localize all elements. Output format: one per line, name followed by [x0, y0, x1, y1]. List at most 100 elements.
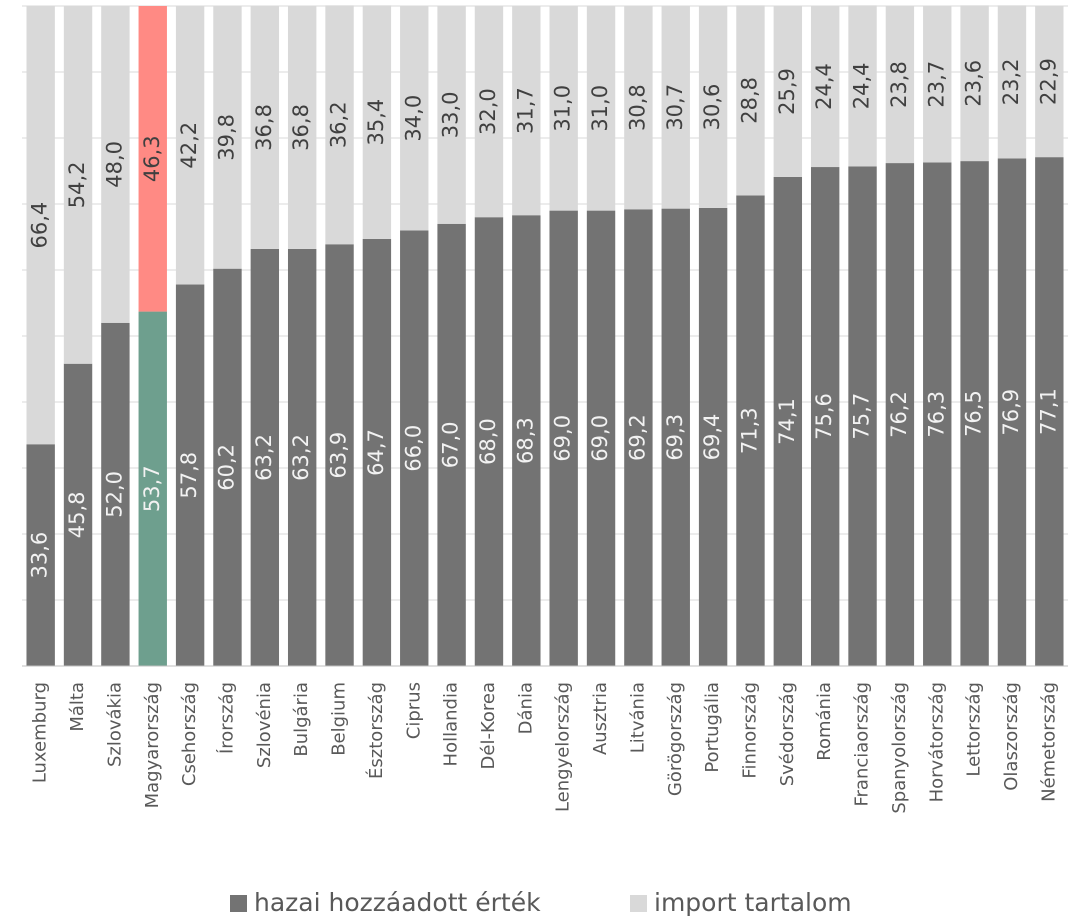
value-label: 36,2 [327, 101, 351, 148]
bar-segment [437, 6, 466, 224]
value-label: 69,0 [588, 415, 612, 462]
bar-segment [997, 5, 1027, 159]
bar-segment [287, 248, 317, 666]
value-label: 68,3 [513, 417, 537, 464]
value-label: 76,2 [887, 391, 911, 438]
bar-segment [736, 195, 765, 667]
x-tick-label: Finnország [739, 682, 760, 779]
bar-segment [923, 6, 952, 163]
value-label: 75,7 [850, 393, 874, 440]
value-label: 31,0 [588, 85, 612, 132]
bar-segment [661, 6, 690, 209]
legend-label: hazai hozzáadott érték [254, 888, 541, 917]
value-label: 75,6 [812, 393, 836, 440]
value-label: 42,2 [177, 122, 201, 169]
value-label: 30,6 [700, 84, 724, 131]
value-label: 30,7 [663, 84, 687, 131]
value-label: 54,2 [65, 161, 89, 208]
x-tick-label: Dél-Korea [478, 682, 499, 769]
bar-segment [474, 6, 504, 218]
x-tick-label: Spanyolország [889, 682, 910, 814]
x-tick-label: Szlovénia [254, 682, 275, 768]
bar-segment [736, 5, 765, 196]
bar-segment [213, 6, 242, 269]
bar-segment [923, 162, 952, 667]
bar-segment [1035, 157, 1064, 666]
value-label: 63,9 [327, 432, 351, 479]
value-label: 66,4 [28, 202, 52, 249]
bar-segment [773, 176, 803, 666]
bar-segment [400, 230, 429, 666]
bar-segment [250, 248, 280, 666]
bar-segment [474, 217, 504, 666]
value-label: 66,0 [401, 425, 425, 472]
bar-segment [63, 363, 93, 666]
bar-segment [175, 284, 205, 666]
value-label: 74,1 [775, 398, 799, 445]
bar-segment [885, 6, 915, 164]
bar-segment [549, 6, 578, 211]
value-label: 71,3 [737, 407, 761, 454]
x-tick-label: Portugália [702, 682, 723, 773]
bar-segment [26, 444, 55, 666]
bar-segment [26, 6, 55, 445]
value-label: 76,5 [962, 390, 986, 437]
bar-segment [325, 244, 354, 666]
bar-segment [400, 6, 429, 231]
bar-segment [362, 5, 392, 239]
value-label: 46,3 [140, 135, 164, 182]
x-tick-label: Dánia [515, 682, 536, 734]
bar-segment [848, 5, 877, 167]
legend-label: import tartalom [654, 888, 852, 917]
value-label: 25,9 [775, 68, 799, 115]
x-tick-label: Ausztria [590, 682, 611, 755]
value-label: 36,8 [252, 104, 276, 151]
value-label: 76,9 [999, 389, 1023, 436]
value-label: 33,6 [28, 532, 52, 579]
value-label: 23,2 [999, 59, 1023, 106]
bar-segment [250, 6, 280, 249]
x-tick-label: Magyarország [142, 682, 163, 808]
value-label: 24,4 [812, 63, 836, 110]
bar-segment [810, 167, 840, 667]
x-tick-label: Horvátország [926, 682, 947, 802]
value-label: 67,0 [439, 422, 463, 469]
value-label: 39,8 [214, 114, 238, 161]
value-label: 69,3 [663, 414, 687, 461]
bar-segment [512, 6, 541, 216]
value-label: 69,4 [700, 414, 724, 461]
x-tick-label: Litvánia [627, 682, 648, 753]
value-label: 76,3 [924, 391, 948, 438]
value-label: 23,8 [887, 61, 911, 108]
x-tick-label: Lettország [964, 682, 985, 777]
x-tick-label: Lengyelország [553, 682, 574, 812]
bar-segment [848, 166, 877, 666]
x-tick-label: Ciprus [403, 682, 424, 739]
x-tick-label: Málta [67, 682, 88, 732]
legend-swatch [630, 895, 647, 912]
bar-segment [101, 322, 130, 666]
bar-segment [512, 215, 541, 666]
value-label: 35,4 [364, 99, 388, 146]
x-tick-label: Románia [814, 682, 835, 761]
x-tick-label: Írország [215, 682, 237, 754]
value-label: 63,2 [252, 434, 276, 481]
value-label: 33,0 [439, 92, 463, 139]
x-tick-label: Belgium [329, 682, 350, 756]
value-label: 64,7 [364, 429, 388, 476]
bar-segment [437, 223, 466, 667]
value-label: 30,8 [625, 84, 649, 131]
value-label: 32,0 [476, 88, 500, 135]
x-tick-label: Észtország [365, 682, 387, 779]
bar-segment [624, 209, 653, 666]
bar-segment [885, 163, 915, 666]
x-tick-label: Franciaország [852, 682, 873, 807]
value-label: 69,0 [551, 415, 575, 462]
x-tick-label: Hollandia [441, 682, 462, 766]
value-label: 36,8 [289, 104, 313, 151]
bar-segment [586, 210, 616, 666]
value-label: 24,4 [850, 62, 874, 109]
x-tick-label: Csehország [179, 682, 200, 786]
value-label: 31,7 [513, 87, 537, 134]
bar-segment [586, 6, 616, 211]
